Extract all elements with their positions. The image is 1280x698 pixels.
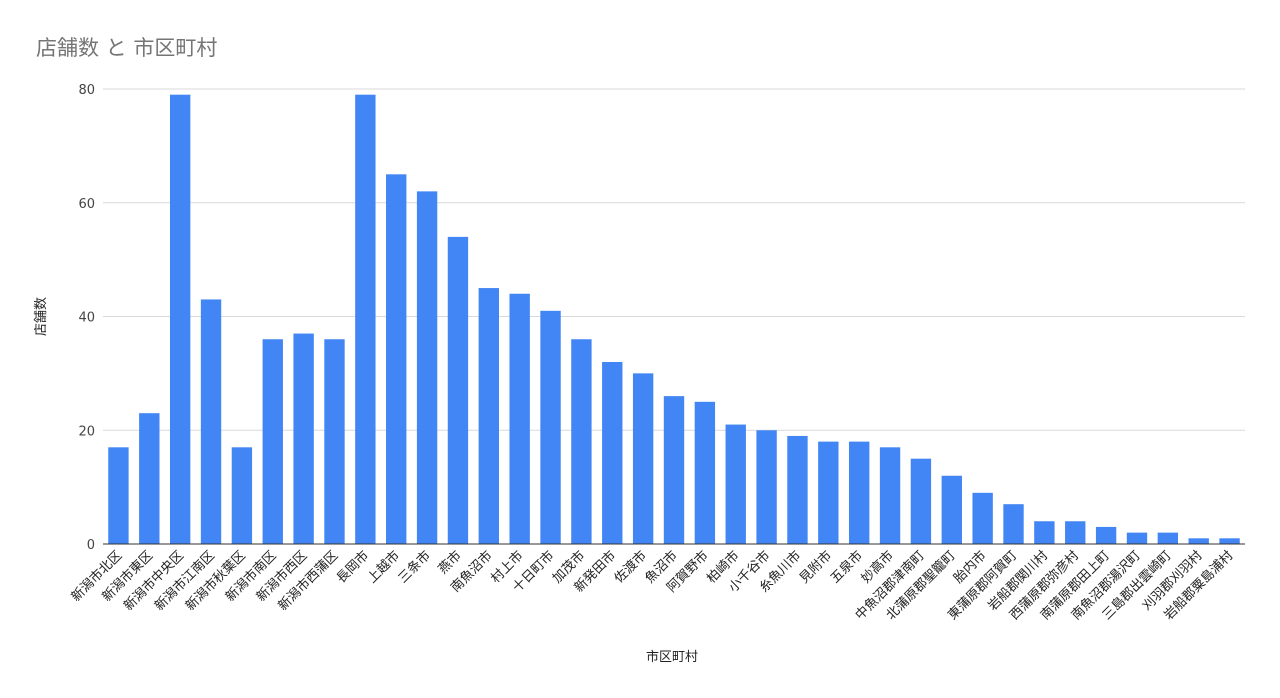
y-axis-title: 店舗数 — [34, 297, 49, 336]
bar — [200, 299, 222, 544]
bar — [941, 475, 962, 544]
x-category-labels: 新潟市北区新潟市東区新潟市中央区新潟市江南区新潟市秋葉区新潟市南区新潟市西区新潟… — [68, 548, 1236, 624]
bar — [972, 492, 993, 544]
bar — [571, 339, 592, 544]
bar — [663, 396, 685, 544]
bar — [293, 333, 314, 544]
y-tick-labels: 0 20 40 60 80 — [78, 83, 95, 553]
x-category-label: 三条市 — [395, 548, 434, 587]
gridlines — [103, 88, 1245, 431]
chart-title: 店舗数 と 市区町村 — [36, 36, 218, 60]
bar — [324, 339, 345, 544]
bar — [386, 174, 407, 544]
bar — [108, 447, 129, 544]
bar — [478, 288, 499, 544]
bar — [231, 447, 253, 544]
bar — [1003, 504, 1024, 544]
bar — [818, 441, 839, 544]
x-category-label: 長岡市 — [333, 548, 372, 587]
y-tick-label: 80 — [78, 83, 95, 98]
y-tick-label: 60 — [78, 197, 95, 212]
bar — [632, 373, 654, 544]
y-tick-label: 40 — [78, 311, 95, 326]
bar — [509, 293, 530, 544]
y-tick-label: 0 — [87, 538, 95, 553]
bar — [910, 458, 932, 544]
bar — [262, 339, 283, 544]
bar — [416, 191, 438, 544]
bar — [1034, 521, 1055, 544]
bar — [1188, 538, 1209, 544]
bar — [447, 236, 469, 544]
bar — [1126, 532, 1148, 544]
x-category-label: 佐渡市 — [611, 548, 650, 587]
bar — [694, 401, 716, 544]
bar — [1095, 526, 1117, 544]
bar — [1157, 532, 1179, 544]
bar — [139, 413, 160, 544]
x-category-label: 五泉市 — [827, 548, 866, 587]
bar — [879, 447, 901, 544]
x-category-label: 上越市 — [364, 548, 403, 587]
bar — [1219, 538, 1240, 544]
x-axis-title: 市区町村 — [646, 649, 698, 665]
bar — [1065, 521, 1086, 544]
bar — [849, 441, 870, 544]
y-tick-label: 20 — [78, 424, 95, 439]
bar — [602, 362, 623, 544]
bar — [169, 94, 191, 544]
bar — [756, 430, 777, 544]
bar — [787, 435, 808, 544]
bars — [108, 94, 1240, 544]
bar — [725, 424, 746, 544]
x-category-label: 見附市 — [796, 548, 835, 587]
bar — [355, 94, 376, 544]
bar — [540, 310, 561, 544]
